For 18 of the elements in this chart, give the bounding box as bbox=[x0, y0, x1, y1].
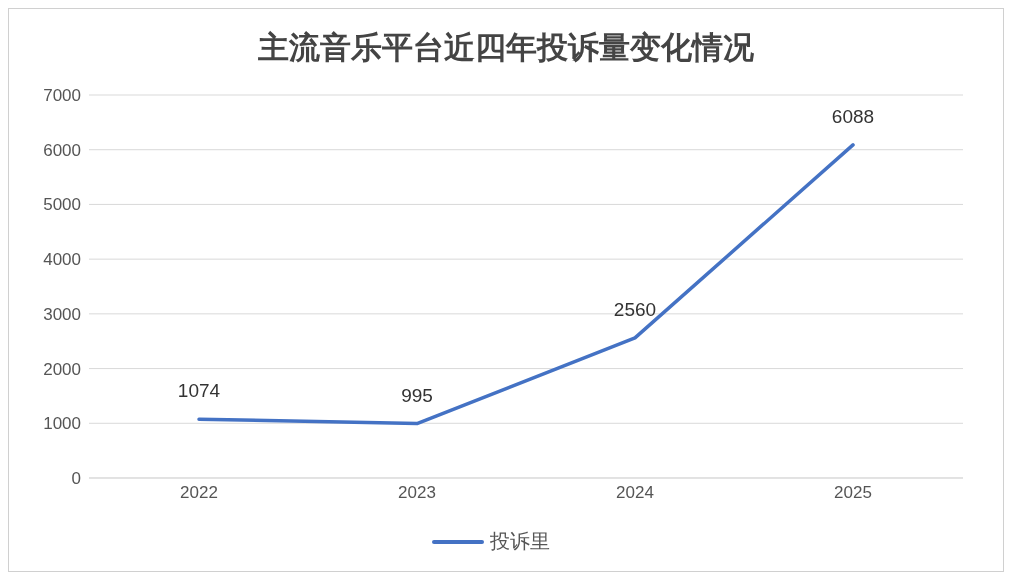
x-tick-label: 2023 bbox=[398, 483, 436, 503]
y-tick-label: 4000 bbox=[43, 250, 81, 270]
data-label: 6088 bbox=[831, 105, 875, 127]
x-tick-label: 2024 bbox=[616, 483, 654, 503]
y-tick-label: 3000 bbox=[43, 304, 81, 324]
x-tick-label: 2022 bbox=[180, 483, 218, 503]
y-tick-label: 1000 bbox=[43, 414, 81, 434]
y-tick-label: 2000 bbox=[43, 359, 81, 379]
legend-label: 投诉里 bbox=[490, 529, 550, 554]
y-tick-label: 5000 bbox=[43, 195, 81, 215]
x-tick-label: 2025 bbox=[834, 483, 872, 503]
y-tick-label: 7000 bbox=[43, 86, 81, 106]
y-tick-label: 6000 bbox=[43, 140, 81, 160]
data-label: 1074 bbox=[177, 380, 221, 402]
y-tick-label: 0 bbox=[71, 469, 81, 489]
data-label: 2560 bbox=[613, 298, 657, 320]
chart-title: 主流音乐平台近四年投诉量变化情况 bbox=[257, 28, 755, 67]
data-label: 995 bbox=[401, 384, 433, 406]
